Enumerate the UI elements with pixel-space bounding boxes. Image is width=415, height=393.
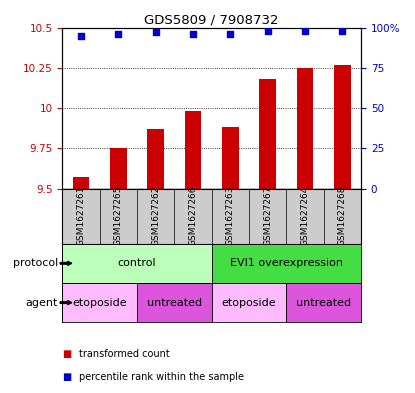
Text: GSM1627263: GSM1627263: [226, 186, 235, 246]
Text: untreated: untreated: [147, 298, 202, 308]
Bar: [297, 68, 313, 189]
Point: [152, 29, 159, 35]
Text: GSM1627264: GSM1627264: [300, 186, 310, 246]
Bar: [137, 283, 212, 322]
Bar: [147, 129, 164, 189]
Bar: [259, 79, 276, 189]
Point: [339, 28, 346, 34]
Text: EVI1 overexpression: EVI1 overexpression: [230, 258, 343, 268]
Text: ■: ■: [62, 349, 71, 359]
Point: [190, 31, 196, 37]
Text: protocol: protocol: [13, 258, 58, 268]
Text: GSM1627267: GSM1627267: [263, 186, 272, 246]
Bar: [185, 111, 201, 189]
Bar: [222, 127, 239, 189]
Text: ■: ■: [62, 372, 71, 382]
Text: GSM1627268: GSM1627268: [338, 186, 347, 246]
Point: [264, 28, 271, 34]
Bar: [73, 177, 89, 189]
Point: [78, 32, 84, 39]
Text: agent: agent: [26, 298, 58, 308]
Text: untreated: untreated: [296, 298, 351, 308]
Text: control: control: [117, 258, 156, 268]
Text: GSM1627265: GSM1627265: [114, 186, 123, 246]
Point: [115, 31, 122, 37]
Title: GDS5809 / 7908732: GDS5809 / 7908732: [144, 13, 279, 26]
Bar: [212, 244, 361, 283]
Text: GSM1627266: GSM1627266: [188, 186, 198, 246]
Bar: [212, 283, 286, 322]
Text: percentile rank within the sample: percentile rank within the sample: [79, 372, 244, 382]
Text: etoposide: etoposide: [222, 298, 276, 308]
Point: [302, 28, 308, 34]
Text: GSM1627261: GSM1627261: [76, 186, 85, 246]
Bar: [110, 148, 127, 189]
Text: transformed count: transformed count: [79, 349, 170, 359]
Bar: [334, 64, 351, 189]
Bar: [62, 244, 212, 283]
Text: GSM1627262: GSM1627262: [151, 186, 160, 246]
Bar: [62, 283, 137, 322]
Point: [227, 31, 234, 37]
Text: etoposide: etoposide: [72, 298, 127, 308]
Bar: [286, 283, 361, 322]
